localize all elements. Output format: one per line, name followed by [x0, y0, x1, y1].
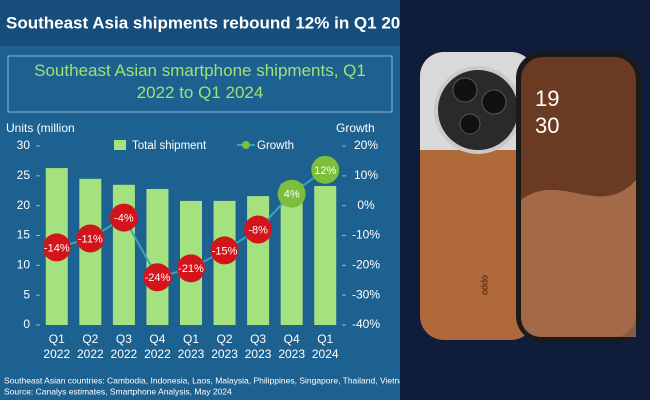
- x-tick-label: Q2: [82, 332, 98, 346]
- header-title: Southeast Asia shipments rebound 12% in …: [6, 13, 420, 32]
- lens: [452, 77, 478, 103]
- legend-marker: [242, 141, 250, 149]
- y-tick-label: 20: [17, 198, 31, 212]
- growth-marker: [277, 179, 306, 208]
- y2-tick-label: 20%: [354, 138, 378, 152]
- growth-marker: [311, 155, 340, 184]
- growth-label: -15%: [212, 245, 238, 257]
- x-tick-label: Q4: [284, 332, 300, 346]
- brand-logo: oppo: [481, 275, 491, 295]
- growth-label: -21%: [178, 263, 204, 275]
- y-tick-label: 0: [23, 317, 30, 331]
- wallpaper: [521, 180, 636, 337]
- bar: [314, 185, 337, 325]
- y2-tick-label: 0%: [357, 198, 375, 212]
- growth-label: -14%: [44, 242, 70, 254]
- legend-label: Growth: [257, 140, 294, 152]
- growth-label: -24%: [145, 272, 171, 284]
- x-tick-label: Q1: [183, 332, 199, 346]
- title-box: [7, 55, 393, 113]
- x-tick-label: Q1: [49, 332, 65, 346]
- legend-label: Total shipment: [132, 140, 207, 152]
- x-tick-label: 2023: [178, 347, 205, 361]
- x-tick-label: 2024: [312, 347, 339, 361]
- x-tick-label: Q3: [116, 332, 132, 346]
- x-tick-label: Q2: [217, 332, 233, 346]
- growth-marker: [143, 263, 172, 292]
- growth-label: -8%: [248, 224, 268, 236]
- y-axis-label: Units (million: [6, 121, 75, 135]
- y-tick-label: 10: [17, 258, 31, 272]
- x-tick-label: 2022: [144, 347, 171, 361]
- x-tick-label: 2022: [43, 347, 70, 361]
- lens: [481, 89, 507, 115]
- growth-marker: [42, 233, 71, 262]
- bar: [247, 196, 270, 325]
- x-tick-label: Q3: [250, 332, 266, 346]
- growth-marker: [244, 215, 273, 244]
- legend-swatch: [114, 140, 126, 150]
- chart-title-box: Southeast Asian smartphone shipments, Q1…: [34, 61, 366, 102]
- growth-label: 4%: [284, 189, 300, 201]
- x-tick-label: 2023: [245, 347, 272, 361]
- growth-marker: [109, 203, 138, 232]
- growth-label: -4%: [114, 213, 134, 225]
- x-tick-label: 2023: [211, 347, 238, 361]
- y2-tick-label: -40%: [352, 317, 380, 331]
- footnote: Source: Canalys estimates, Smartphone An…: [4, 386, 232, 396]
- y2-axis-label: Growth: [336, 121, 375, 135]
- x-tick-label: Q4: [149, 332, 165, 346]
- bar: [146, 188, 169, 325]
- y-tick-label: 15: [17, 228, 31, 242]
- x-tick-label: 2023: [278, 347, 305, 361]
- clock-minute: 30: [535, 113, 559, 138]
- growth-marker: [76, 224, 105, 253]
- growth-label: 12%: [314, 165, 336, 177]
- growth-label: -11%: [78, 233, 103, 245]
- y2-tick-label: 10%: [354, 168, 378, 182]
- y-tick-label: 25: [17, 168, 31, 182]
- bar: [280, 183, 303, 325]
- y-tick-label: 30: [17, 138, 31, 152]
- growth-marker: [177, 254, 205, 283]
- y-tick-label: 5: [23, 287, 30, 301]
- camera-ring: [434, 66, 522, 154]
- y2-tick-label: -10%: [352, 228, 380, 242]
- y2-tick-label: -20%: [352, 258, 380, 272]
- x-tick-label: 2022: [111, 347, 138, 361]
- chart-title: Southeast Asian smartphone shipments, Q1…: [34, 61, 366, 102]
- growth-marker: [210, 236, 239, 265]
- lens: [459, 113, 481, 135]
- x-tick-label: 2022: [77, 347, 104, 361]
- header-band: [0, 0, 400, 46]
- footnote: Southeast Asian countries: Cambodia, Ind…: [4, 375, 411, 385]
- y2-tick-label: -30%: [352, 287, 380, 301]
- clock-hour: 19: [535, 86, 559, 111]
- x-tick-label: Q1: [317, 332, 333, 346]
